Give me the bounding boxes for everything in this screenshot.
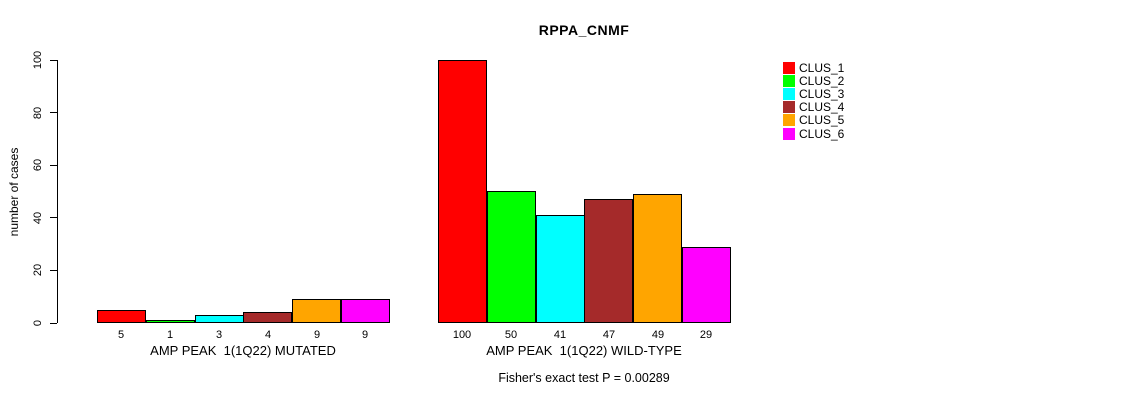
legend-item-clus_1: CLUS_1 [783,60,845,75]
y-tick-label: 100 [32,50,44,70]
y-tick-label: 80 [32,106,44,119]
x-group-label-mutated: AMP PEAK 1(1Q22) MUTATED [150,343,336,358]
bar-value-label: 4 [264,329,272,341]
bar-value-label: 49 [651,329,665,341]
y-tick-mark [50,269,57,271]
legend-label: CLUS_6 [799,126,845,141]
bar-value-label: 47 [602,329,616,341]
y-tick-mark [50,217,57,219]
legend: CLUS_1 CLUS_2 CLUS_3 CLUS_4 CLUS_5 CLUS_6 [783,60,845,141]
bar-value-label: 50 [504,329,518,341]
legend-swatch-icon [783,61,795,74]
bar-value-label: 9 [361,329,369,341]
bar-clus_2 [487,191,536,323]
legend-label: CLUS_3 [799,86,845,101]
bar-value-label: 41 [553,329,567,341]
bar-clus_5 [292,299,341,323]
bar-clus_4 [584,199,633,323]
y-tick-label: 40 [32,211,44,224]
bar-clus_5 [633,194,682,323]
y-axis-title: number of cases [7,147,21,237]
legend-label: CLUS_5 [799,113,845,128]
fisher-test-annotation: Fisher's exact test P = 0.00289 [498,371,670,385]
legend-swatch-icon [783,74,795,87]
bar-value-label: 100 [452,329,472,341]
bar-clus_2 [146,320,195,323]
y-tick-mark [50,164,57,166]
bar-value-label: 9 [313,329,321,341]
y-tick-mark [50,112,57,114]
bar-clus_6 [341,299,390,323]
bar-clus_1 [438,60,487,323]
bar-clus_3 [536,215,585,323]
bar-clus_4 [243,312,292,323]
legend-swatch-icon [783,101,795,114]
legend-label: CLUS_2 [799,73,845,88]
legend-item-clus_4: CLUS_4 [783,100,845,115]
bar-clus_3 [195,315,244,323]
bar-clus_6 [682,247,731,323]
x-group-label-wildtype: AMP PEAK 1(1Q22) WILD-TYPE [486,343,682,358]
legend-item-clus_3: CLUS_3 [783,86,845,101]
bar-value-label: 3 [215,329,223,341]
legend-label: CLUS_1 [799,60,845,75]
y-tick-mark [50,59,57,61]
bar-value-label: 1 [166,329,174,341]
legend-item-clus_6: CLUS_6 [783,126,845,141]
legend-swatch-icon [783,127,795,140]
legend-swatch-icon [783,87,795,100]
y-tick-label: 20 [32,264,44,277]
chart-title: RPPA_CNMF [538,22,630,38]
legend-swatch-icon [783,114,795,127]
legend-label: CLUS_4 [799,100,845,115]
legend-item-clus_2: CLUS_2 [783,73,845,88]
y-tick-label: 0 [32,319,44,327]
bar-value-label: 29 [699,329,713,341]
y-axis-line [57,60,58,323]
y-tick-mark [50,322,57,324]
legend-item-clus_5: CLUS_5 [783,113,845,128]
bar-clus_1 [97,310,146,323]
y-tick-label: 60 [32,159,44,172]
bar-value-label: 5 [117,329,125,341]
